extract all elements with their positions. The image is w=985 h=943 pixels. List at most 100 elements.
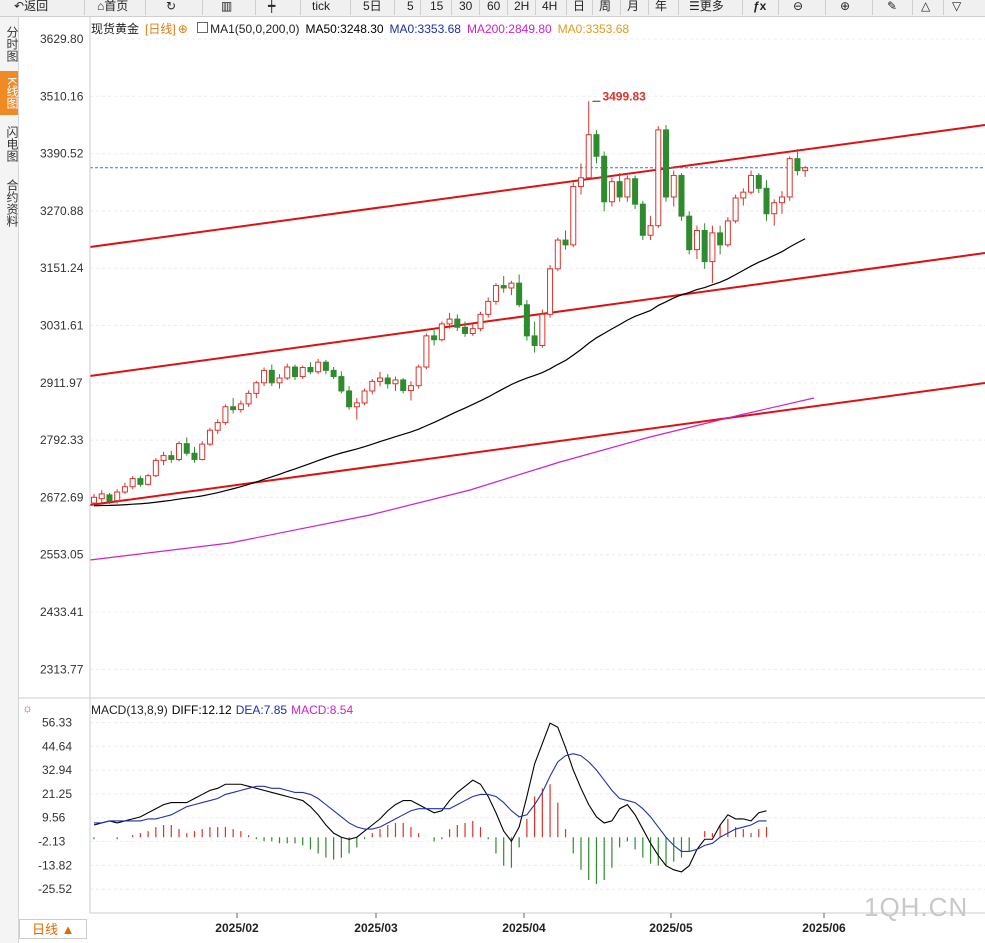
- pen-icon: ✎: [887, 0, 898, 13]
- candle-down: [686, 215, 693, 251]
- candle-up: [284, 366, 291, 379]
- candle-up: [199, 443, 206, 460]
- candle-up: [407, 385, 414, 391]
- candle-down: [678, 174, 685, 217]
- draw-line-button[interactable]: ✎: [872, 0, 897, 15]
- candle-down: [191, 452, 198, 460]
- candle-down: [268, 369, 275, 384]
- watermark: 1QH.CN: [864, 892, 969, 922]
- candle-up: [655, 129, 662, 227]
- period-5d[interactable]: 5日: [350, 0, 382, 15]
- dropdown-button[interactable]: ▽: [943, 0, 961, 15]
- sidebar-item-flash[interactable]: 闪电图: [5, 126, 19, 162]
- moving-averages: [89, 238, 815, 561]
- sidebar-item-kline[interactable]: K线图: [0, 71, 19, 115]
- candle-down: [794, 158, 801, 172]
- price-tick-label: 3270.88: [40, 204, 84, 218]
- candle-up: [778, 196, 785, 204]
- x-tick-label: 2025/03: [354, 921, 398, 935]
- sidebar-item-contract[interactable]: 合约资料: [5, 179, 19, 227]
- draw-shape-button[interactable]: △: [912, 0, 930, 15]
- price-tick-label: 3510.16: [40, 89, 84, 103]
- candle-up: [377, 377, 384, 382]
- candle-up: [245, 392, 252, 405]
- candle-up: [145, 475, 152, 485]
- macd-dea: DEA:7.85: [235, 703, 288, 717]
- candle-down: [291, 366, 298, 378]
- settings-icon[interactable]: ⊕: [177, 22, 188, 36]
- candle-up: [415, 366, 422, 387]
- back-button[interactable]: ↶返回: [14, 0, 49, 13]
- period-year[interactable]: 年: [648, 0, 667, 15]
- candle-down: [763, 187, 770, 215]
- x-tick-label: 2025/06: [802, 921, 846, 935]
- period-15[interactable]: 15: [420, 0, 443, 15]
- candle-up: [802, 167, 809, 172]
- candles: 3499.83: [91, 89, 809, 506]
- candle-up: [353, 402, 360, 408]
- period-30[interactable]: 30: [451, 0, 472, 15]
- period-5[interactable]: 5: [394, 0, 414, 15]
- formula-button[interactable]: ƒx: [742, 0, 766, 15]
- price-legend: 现货黄金 [日线] ⊕ MA1(50,0,200,0) MA50:3248.30 MA0…: [91, 20, 635, 37]
- x-tick-label: 2025/02: [215, 921, 259, 935]
- refresh-button[interactable]: ↻: [145, 0, 176, 15]
- macd-tick-label: 9.56: [42, 811, 66, 825]
- candle-up: [392, 379, 399, 385]
- annotation-label: 3499.83: [602, 89, 646, 103]
- period-60[interactable]: 60: [479, 0, 500, 15]
- candle-up: [114, 491, 121, 502]
- chart-type-button[interactable]: ▥: [202, 0, 232, 15]
- period-month[interactable]: 月: [620, 0, 639, 15]
- candle-down: [338, 376, 345, 392]
- ma50-label: MA50:3248.30: [305, 22, 384, 36]
- candle-down: [384, 377, 391, 385]
- period-4h[interactable]: 4H: [535, 0, 557, 15]
- chevron-down-icon: ▽: [952, 0, 962, 13]
- candle-up: [585, 134, 592, 179]
- zoom-out-button[interactable]: ⊖: [778, 0, 803, 15]
- candlestick-icon: ┿: [268, 0, 276, 13]
- formula-icon: ƒx: [753, 0, 767, 13]
- macd-tick-label: -13.82: [38, 858, 72, 872]
- period-week[interactable]: 周: [592, 0, 611, 15]
- macd-settings-icon[interactable]: ☼: [22, 701, 33, 715]
- macd-panel: [93, 722, 768, 885]
- tick-button[interactable]: tick: [300, 0, 330, 15]
- refresh-icon: ↻: [166, 0, 177, 13]
- candle-up: [361, 390, 368, 404]
- candle-down: [593, 134, 600, 157]
- ma200-label: MA200:2849.80: [466, 22, 552, 36]
- price-tick-label: 2553.05: [40, 548, 84, 562]
- menu-icon: ☰: [689, 0, 700, 13]
- candle-down: [400, 379, 407, 391]
- candle-down: [562, 239, 569, 246]
- candle-up: [91, 496, 97, 504]
- zoom-in-button[interactable]: ⊕: [825, 0, 850, 15]
- period-tab-daily[interactable]: 日线 ▲: [19, 919, 87, 939]
- candle-up: [423, 335, 430, 368]
- sidebar-item-timeshare[interactable]: 分时图: [5, 26, 19, 62]
- period-label[interactable]: [日线]: [145, 22, 176, 36]
- period-2h[interactable]: 2H: [507, 0, 529, 15]
- candle-button[interactable]: ┿: [255, 0, 275, 15]
- candle-up: [624, 178, 631, 198]
- bar-chart-icon: ▥: [221, 0, 233, 13]
- candle-up: [740, 191, 747, 199]
- ma1-checkbox-icon[interactable]: [197, 22, 209, 33]
- macd-diff: DIFF:12.12: [171, 703, 232, 717]
- ma50-line: [93, 238, 806, 507]
- macd-tick-label: -2.13: [38, 835, 66, 849]
- period-day[interactable]: 日: [566, 0, 585, 15]
- more-button[interactable]: ☰更多: [678, 0, 724, 15]
- candle-up: [577, 177, 584, 187]
- candle-up: [121, 486, 128, 493]
- left-sidebar: 分时图 K线图 闪电图 合约资料: [0, 17, 19, 943]
- home-icon: ⌂: [97, 0, 105, 13]
- candle-up: [670, 174, 677, 198]
- home-button[interactable]: ⌂首页: [84, 0, 128, 15]
- candle-down: [230, 406, 237, 411]
- price-tick-label: 3151.24: [40, 261, 84, 275]
- macd-dea-line: [94, 753, 767, 853]
- candle-up: [446, 318, 453, 325]
